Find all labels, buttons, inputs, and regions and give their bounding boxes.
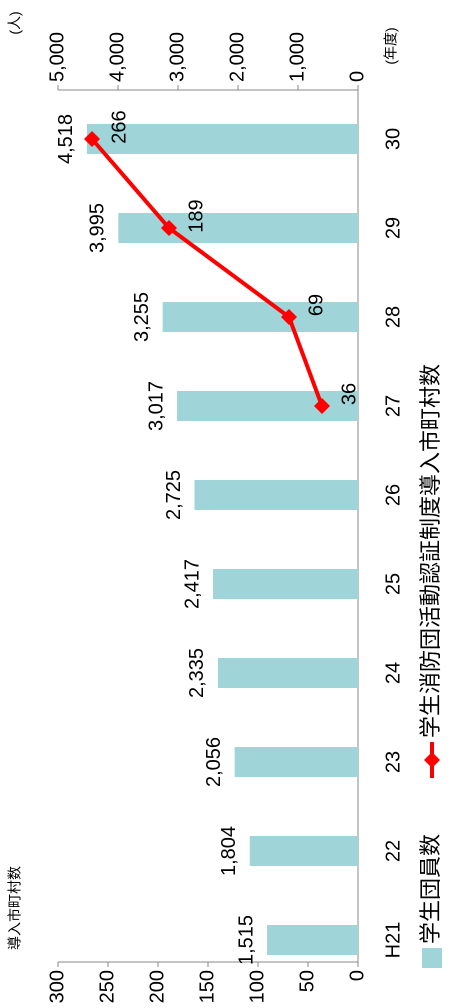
- y-tick-label: 250: [96, 970, 118, 1003]
- x-axis-title: (年度): [383, 27, 399, 64]
- bar: [118, 213, 358, 243]
- legend-label: 学生消防団活動認証制度導入市町村数: [418, 364, 443, 738]
- line-marker: [161, 220, 177, 236]
- x-tick-label: 26: [382, 484, 404, 506]
- bar-value-label: 3,017: [145, 381, 167, 431]
- x-tick-label: 25: [382, 573, 404, 595]
- bar-value-label: 3,255: [131, 292, 153, 342]
- y-tick-label: 50: [296, 970, 318, 992]
- y2-tick-label: 1,000: [286, 32, 308, 82]
- bar: [249, 836, 358, 866]
- line: [90, 137, 324, 407]
- y-tick-label: 300: [46, 970, 68, 1003]
- line-marker: [314, 398, 330, 414]
- y-tick-label: 200: [146, 970, 168, 1003]
- y2-tick-label: 4,000: [106, 32, 128, 82]
- line-value-label: 36: [338, 383, 360, 405]
- bar-value-label: 3,995: [87, 203, 109, 253]
- legend-marker: [424, 752, 440, 768]
- x-tick-label: 30: [382, 128, 404, 150]
- bar: [162, 302, 358, 332]
- bar: [86, 124, 358, 154]
- bar: [176, 391, 358, 421]
- x-tick-label: 22: [382, 840, 404, 862]
- x-tick-label: 29: [382, 217, 404, 239]
- x-tick-label: 23: [382, 751, 404, 773]
- y2-tick-label: 3,000: [166, 32, 188, 82]
- bar-value-label: 2,335: [186, 648, 208, 698]
- line-marker: [84, 131, 100, 147]
- y2-tick-label: 0: [346, 71, 368, 82]
- x-tick-label: H21: [382, 922, 404, 959]
- x-tick-label: 28: [382, 306, 404, 328]
- x-tick-label: 27: [382, 395, 404, 417]
- bar-value-label: 1,804: [218, 826, 240, 876]
- line-value-label: 69: [305, 294, 327, 316]
- y-tick-label: 0: [346, 970, 368, 981]
- bar-value-label: 2,417: [181, 559, 203, 609]
- y2-axis-title: (人): [7, 11, 23, 34]
- y-axis-title: 導入市町村数: [7, 866, 23, 950]
- bar-value-label: 2,056: [203, 737, 225, 787]
- x-tick-label: 24: [382, 662, 404, 684]
- legend-swatch: [422, 948, 442, 968]
- bar: [267, 925, 359, 955]
- y2-tick-label: 2,000: [226, 32, 248, 82]
- y-tick-label: 100: [246, 970, 268, 1003]
- bar-value-label: 1,515: [235, 915, 257, 965]
- line-value-label: 189: [185, 199, 207, 232]
- bar: [212, 569, 358, 599]
- bar: [234, 747, 358, 777]
- bar-value-label: 4,518: [55, 114, 77, 164]
- bar: [194, 480, 358, 510]
- bar: [217, 658, 358, 688]
- line-marker: [281, 309, 297, 325]
- bar-value-label: 2,725: [163, 470, 185, 520]
- legend-label: 学生団員数: [418, 834, 443, 944]
- line-value-label: 266: [108, 110, 130, 143]
- y2-tick-label: 5,000: [46, 32, 68, 82]
- y-tick-label: 150: [196, 970, 218, 1003]
